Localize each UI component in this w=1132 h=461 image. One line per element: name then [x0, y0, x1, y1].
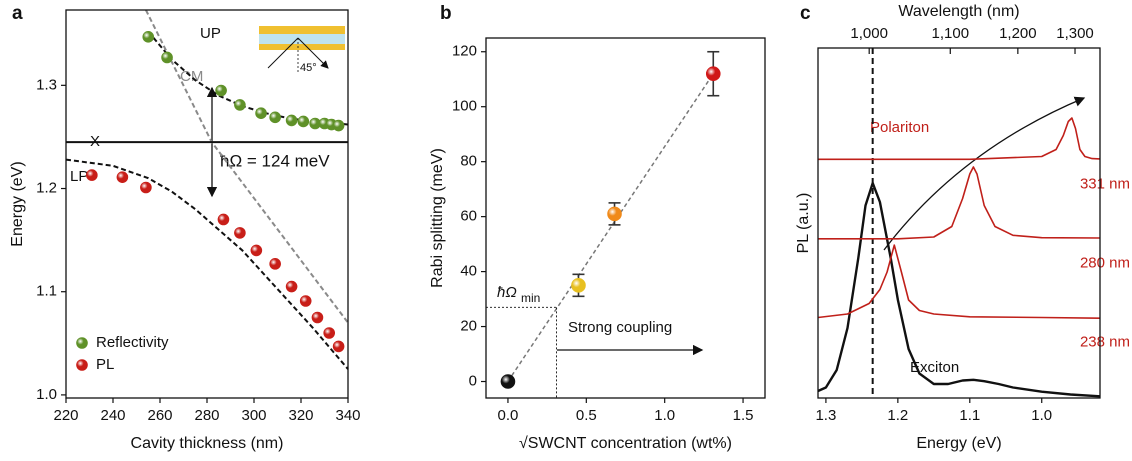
- x2-tick-label: 1,000: [850, 25, 888, 42]
- panel-letter: b: [440, 3, 452, 24]
- data-point: [234, 227, 246, 239]
- fit-line: [507, 73, 714, 382]
- splitting-label: ħΩ = 124 meV: [220, 151, 330, 170]
- series-label: 238 nm: [1080, 333, 1130, 350]
- data-point: [215, 84, 227, 97]
- x2-tick-label: 1,200: [999, 25, 1037, 42]
- inset-ray: [267, 37, 299, 69]
- lp-label: LP: [70, 168, 88, 185]
- data-point: [500, 374, 516, 389]
- data-point: [285, 280, 298, 293]
- x-tick-label: 300: [241, 407, 266, 424]
- data-point: [269, 111, 281, 124]
- x-tick-label: 240: [100, 407, 125, 424]
- x-tick-label: 1.0: [654, 407, 675, 424]
- x-tick-label: 260: [147, 407, 172, 424]
- data-point: [255, 107, 267, 119]
- x-axis-title: √SWCNT concentration (wt%): [519, 435, 732, 452]
- x-tick-label: 1.0: [1031, 407, 1052, 424]
- data-point: [116, 171, 129, 183]
- y-tick-label: 40: [460, 263, 477, 280]
- spectrum: [817, 244, 1101, 319]
- series-label: 331 nm: [1080, 175, 1130, 192]
- x-axis-title: Cavity thickness (nm): [131, 435, 284, 452]
- threshold-subscript: min: [521, 291, 540, 305]
- x-tick-label: 320: [288, 407, 313, 424]
- data-point: [285, 114, 298, 127]
- y-axis-title: Rabi splitting (meV): [429, 148, 446, 288]
- x-tick-label: 340: [335, 407, 360, 424]
- y-tick-label: 1.3: [36, 76, 57, 93]
- threshold-label: ħΩ: [497, 284, 517, 301]
- data-point: [299, 295, 312, 307]
- y-tick-label: 1.0: [36, 386, 57, 403]
- data-point: [323, 327, 336, 339]
- panel-letter: c: [800, 3, 811, 24]
- legend-label: Reflectivity: [96, 334, 169, 351]
- series-label: Exciton: [910, 359, 959, 376]
- polariton-label: Polariton: [870, 119, 929, 136]
- x-tick-label: 1.1: [959, 407, 980, 424]
- plot-frame: [817, 47, 1101, 399]
- spectrum: [817, 181, 1101, 398]
- spectrum: [818, 117, 1101, 161]
- y-tick-label: 120: [452, 43, 477, 60]
- inset: 45°: [259, 26, 345, 74]
- inset-ray: [297, 37, 329, 69]
- spectrum: [818, 166, 1101, 240]
- y-tick-label: 0: [469, 372, 477, 389]
- y-tick-label: 100: [452, 98, 477, 115]
- panel-letter: a: [12, 3, 23, 24]
- data-point: [161, 51, 173, 64]
- legend-marker: [76, 337, 88, 349]
- x-tick-label: 1.2: [887, 407, 908, 424]
- y-tick-label: 20: [460, 318, 477, 335]
- data-point: [607, 206, 622, 222]
- up-label: UP: [200, 25, 221, 42]
- x2-tick-label: 1,300: [1056, 25, 1094, 42]
- x2-axis-title: Wavelength (nm): [898, 3, 1019, 20]
- data-point: [86, 169, 98, 181]
- inset-angle: 45°: [300, 62, 317, 74]
- inset-layer: [259, 34, 345, 44]
- x-tick-label: 0.5: [576, 407, 597, 424]
- data-point: [217, 213, 230, 226]
- inset-layer: [259, 26, 345, 34]
- data-point: [332, 340, 345, 353]
- data-point: [142, 31, 155, 43]
- data-point: [311, 311, 324, 324]
- legend-label: PL: [96, 356, 114, 373]
- data-point: [332, 119, 345, 132]
- y-axis-title: PL (a.u.): [795, 193, 812, 254]
- x-tick-label: 1.3: [815, 407, 836, 424]
- cm-label: CM: [180, 68, 203, 85]
- x-axis-title: Energy (eV): [916, 435, 1001, 452]
- y-tick-label: 1.2: [36, 179, 57, 196]
- plot-frame: [485, 37, 766, 399]
- x-tick-label: 280: [194, 407, 219, 424]
- x-tick-label: 0.0: [498, 407, 519, 424]
- y-tick-label: 80: [460, 153, 477, 170]
- data-point: [297, 115, 310, 128]
- x-tick-label: 220: [53, 407, 78, 424]
- inset-layer: [259, 44, 345, 50]
- dispersion-arrow: [883, 96, 1086, 251]
- data-point: [234, 99, 246, 111]
- x-tick-label: 1.5: [733, 407, 754, 424]
- data-point: [269, 258, 281, 270]
- data-point: [571, 278, 586, 293]
- series-label: 280 nm: [1080, 255, 1130, 272]
- x2-tick-label: 1,100: [932, 25, 970, 42]
- y-tick-label: 1.1: [36, 283, 57, 300]
- data-point: [140, 181, 152, 194]
- data-point: [250, 244, 263, 257]
- fit-curve: [65, 158, 349, 370]
- y-tick-label: 60: [460, 208, 477, 225]
- region-label: Strong coupling: [568, 319, 672, 336]
- y-axis-title: Energy (eV): [9, 161, 26, 246]
- data-point: [705, 66, 721, 82]
- legend-marker: [76, 359, 88, 371]
